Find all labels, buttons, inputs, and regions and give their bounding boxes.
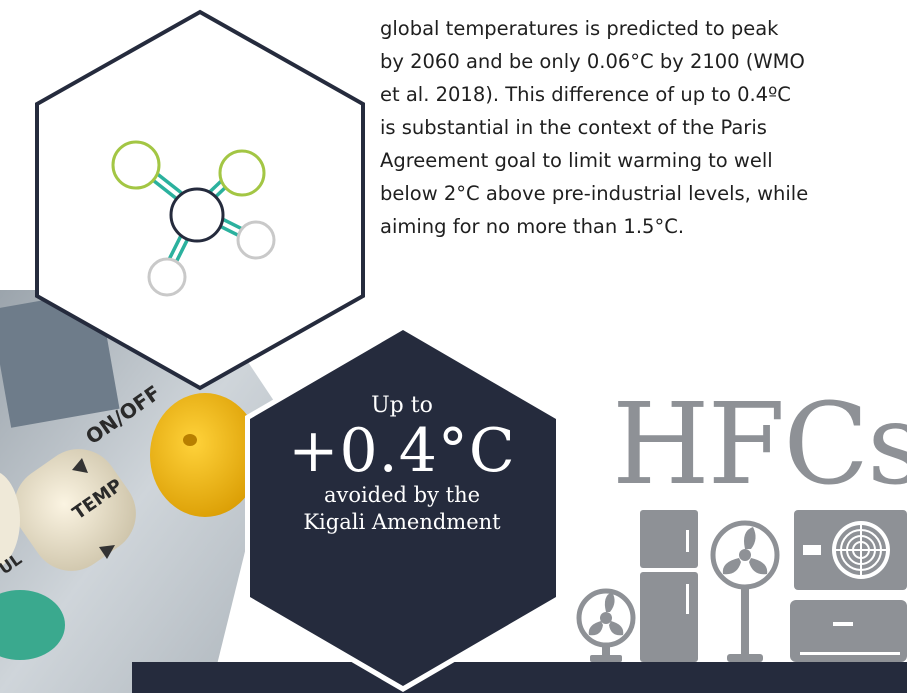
desk-fan-icon — [576, 588, 636, 662]
wall-ac-unit-icon — [790, 600, 907, 662]
hfcs-heading: HFCs — [612, 380, 907, 510]
paragraph-line: global temperatures is predicted to peak — [380, 17, 779, 40]
paragraph-line: is substantial in the context of the Par… — [380, 116, 767, 139]
stat-hexagon — [250, 330, 556, 686]
onoff-button — [150, 393, 260, 517]
bottom-bar — [132, 662, 907, 693]
paragraph-line: aiming for no more than 1.5°C. — [380, 215, 685, 238]
stat-caption-line2: Kigali Amendment — [303, 510, 501, 534]
paragraph-line: Agreement goal to limit warming to well — [380, 149, 773, 172]
paragraph-line: et al. 2018). This difference of up to 0… — [380, 83, 791, 106]
stat-prefix: Up to — [371, 393, 433, 418]
stat-caption-line1: avoided by the — [323, 483, 481, 507]
green-button — [0, 590, 65, 660]
body-paragraph: global temperatures is predicted to peak… — [380, 12, 890, 243]
appliances-group — [576, 510, 907, 662]
paragraph-line: by 2060 and be only 0.06°C by 2100 (WMO — [380, 50, 805, 73]
stat-value: +0.4°C — [288, 416, 516, 486]
paragraph-line: below 2°C above pre-industrial levels, w… — [380, 182, 809, 205]
outdoor-ac-unit-icon — [794, 510, 907, 590]
temp-button — [14, 449, 136, 571]
refrigerator-icon — [640, 510, 698, 662]
molecule-icon — [111, 140, 276, 297]
stat-block: Up to +0.4°C avoided by the Kigali Amend… — [247, 392, 557, 536]
standing-fan-icon — [710, 520, 780, 662]
